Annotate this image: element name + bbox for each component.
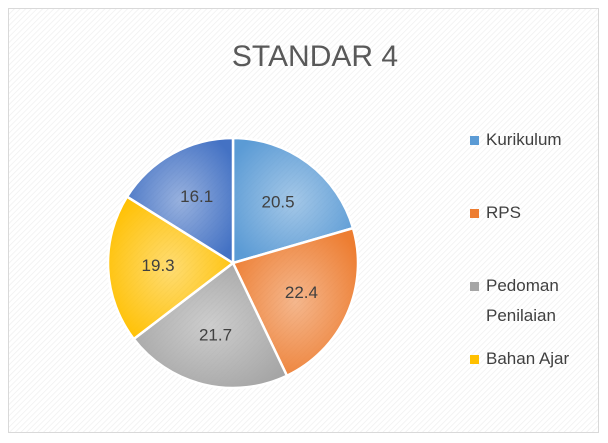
legend-swatch [470, 136, 479, 145]
data-label: 16.1 [180, 187, 213, 206]
legend-label: Bahan Ajar [486, 349, 570, 368]
pie-slice [125, 136, 235, 266]
pie-slice [131, 261, 289, 390]
pie-slice [231, 136, 355, 265]
data-label: 20.5 [261, 193, 294, 212]
legend-item: RPS [470, 198, 595, 228]
legend-label: Kurikulum [486, 130, 562, 149]
data-label: 21.7 [199, 325, 232, 344]
chart-title: STANDAR 4 [232, 40, 398, 73]
legend-swatch [470, 209, 479, 218]
data-label: 22.4 [285, 283, 318, 302]
legend-item: Bahan Ajar [470, 344, 595, 374]
pie-slice [106, 194, 236, 341]
legend-label: RPS [486, 203, 521, 222]
legend-swatch [470, 282, 479, 291]
pie-slice [231, 226, 360, 378]
legend-item: Kurikulum [470, 125, 595, 155]
data-label: 19.3 [142, 256, 175, 275]
legend-swatch [470, 355, 479, 364]
legend-item: Pedoman Penilaian [470, 271, 595, 331]
legend-label: Pedoman Penilaian [486, 276, 559, 325]
